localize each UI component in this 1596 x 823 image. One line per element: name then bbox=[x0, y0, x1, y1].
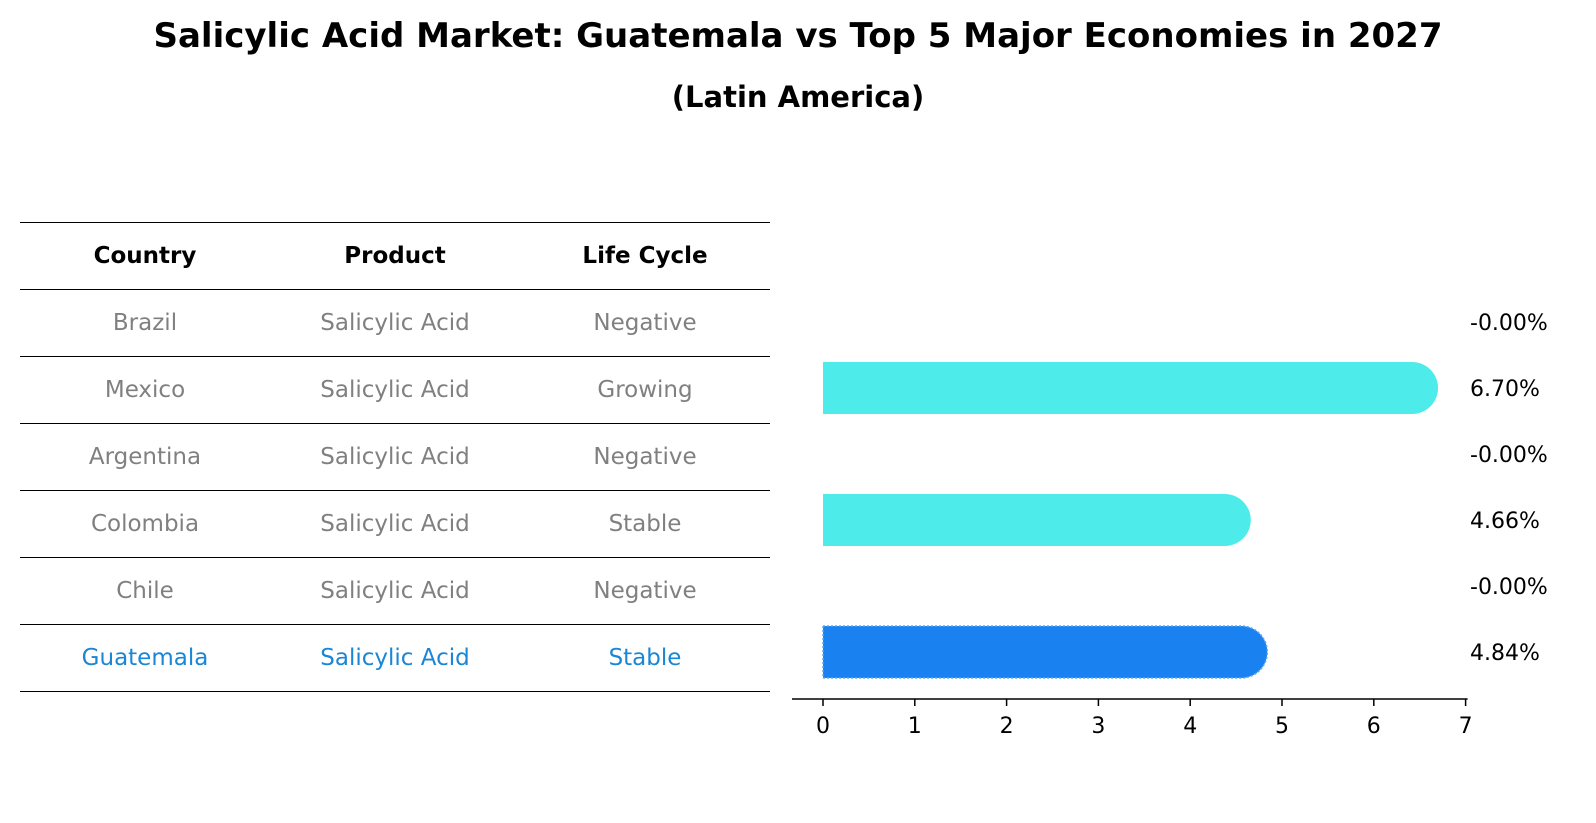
table-row: Argentina Salicylic Acid Negative bbox=[20, 423, 770, 490]
cell-country: Chile bbox=[116, 578, 174, 604]
cell-life-cycle: Negative bbox=[593, 310, 697, 336]
bar-mexico bbox=[823, 362, 1439, 414]
cell-product: Salicylic Acid bbox=[320, 444, 470, 470]
cell-product: Salicylic Acid bbox=[320, 511, 470, 537]
cell-life-cycle: Stable bbox=[608, 511, 682, 537]
cell-life-cycle: Negative bbox=[593, 578, 697, 604]
x-tick-label-3: 3 bbox=[1091, 714, 1105, 739]
header-country: Country bbox=[93, 243, 197, 269]
x-tick-label-0: 0 bbox=[816, 714, 830, 739]
table-row: Brazil Salicylic Acid Negative bbox=[20, 289, 770, 356]
cell-product: Salicylic Acid bbox=[320, 645, 470, 671]
table-row: Mexico Salicylic Acid Growing bbox=[20, 356, 770, 423]
bar-colombia bbox=[823, 494, 1251, 546]
x-tick-label-5: 5 bbox=[1275, 714, 1289, 739]
table-row: Colombia Salicylic Acid Stable bbox=[20, 490, 770, 557]
cell-country: Brazil bbox=[112, 310, 178, 336]
data-label-chile: -0.00% bbox=[1470, 575, 1548, 600]
table-row-highlight: Guatemala Salicylic Acid Stable bbox=[20, 624, 770, 692]
table-row: Chile Salicylic Acid Negative bbox=[20, 557, 770, 624]
cell-life-cycle: Growing bbox=[597, 377, 693, 403]
cell-product: Salicylic Acid bbox=[320, 377, 470, 403]
x-tick-label-1: 1 bbox=[908, 714, 922, 739]
market-table: Country Product Life Cycle Brazil Salicy… bbox=[20, 222, 770, 692]
chart-subtitle: (Latin America) bbox=[671, 80, 925, 114]
table-header-row: Country Product Life Cycle bbox=[20, 222, 770, 289]
bar-chart: -0.00% 6.70% -0.00% 4.66% -0.00% 4.84% 0 1 2 3 4 5 6… bbox=[792, 311, 1548, 739]
chart-title: Salicylic Acid Market: Guatemala vs Top … bbox=[153, 16, 1443, 56]
cell-country: Guatemala bbox=[81, 645, 209, 671]
data-label-guatemala: 4.84% bbox=[1470, 641, 1540, 666]
x-tick-label-2: 2 bbox=[1000, 714, 1014, 739]
data-label-brazil: -0.00% bbox=[1470, 311, 1548, 336]
data-label-colombia: 4.66% bbox=[1470, 509, 1540, 534]
data-label-argentina: -0.00% bbox=[1470, 443, 1548, 468]
cell-country: Colombia bbox=[90, 511, 200, 537]
x-tick-label-4: 4 bbox=[1183, 714, 1197, 739]
cell-country: Argentina bbox=[88, 444, 202, 470]
x-tick-label-7: 7 bbox=[1459, 714, 1473, 739]
cell-life-cycle: Stable bbox=[608, 645, 682, 671]
header-product: Product bbox=[344, 243, 446, 269]
data-label-mexico: 6.70% bbox=[1470, 377, 1540, 402]
header-life-cycle: Life Cycle bbox=[582, 243, 708, 269]
cell-product: Salicylic Acid bbox=[320, 578, 470, 604]
cell-life-cycle: Negative bbox=[593, 444, 697, 470]
cell-country: Mexico bbox=[104, 377, 186, 403]
bar-guatemala bbox=[822, 625, 1269, 679]
cell-product: Salicylic Acid bbox=[320, 310, 470, 336]
x-tick-label-6: 6 bbox=[1367, 714, 1381, 739]
